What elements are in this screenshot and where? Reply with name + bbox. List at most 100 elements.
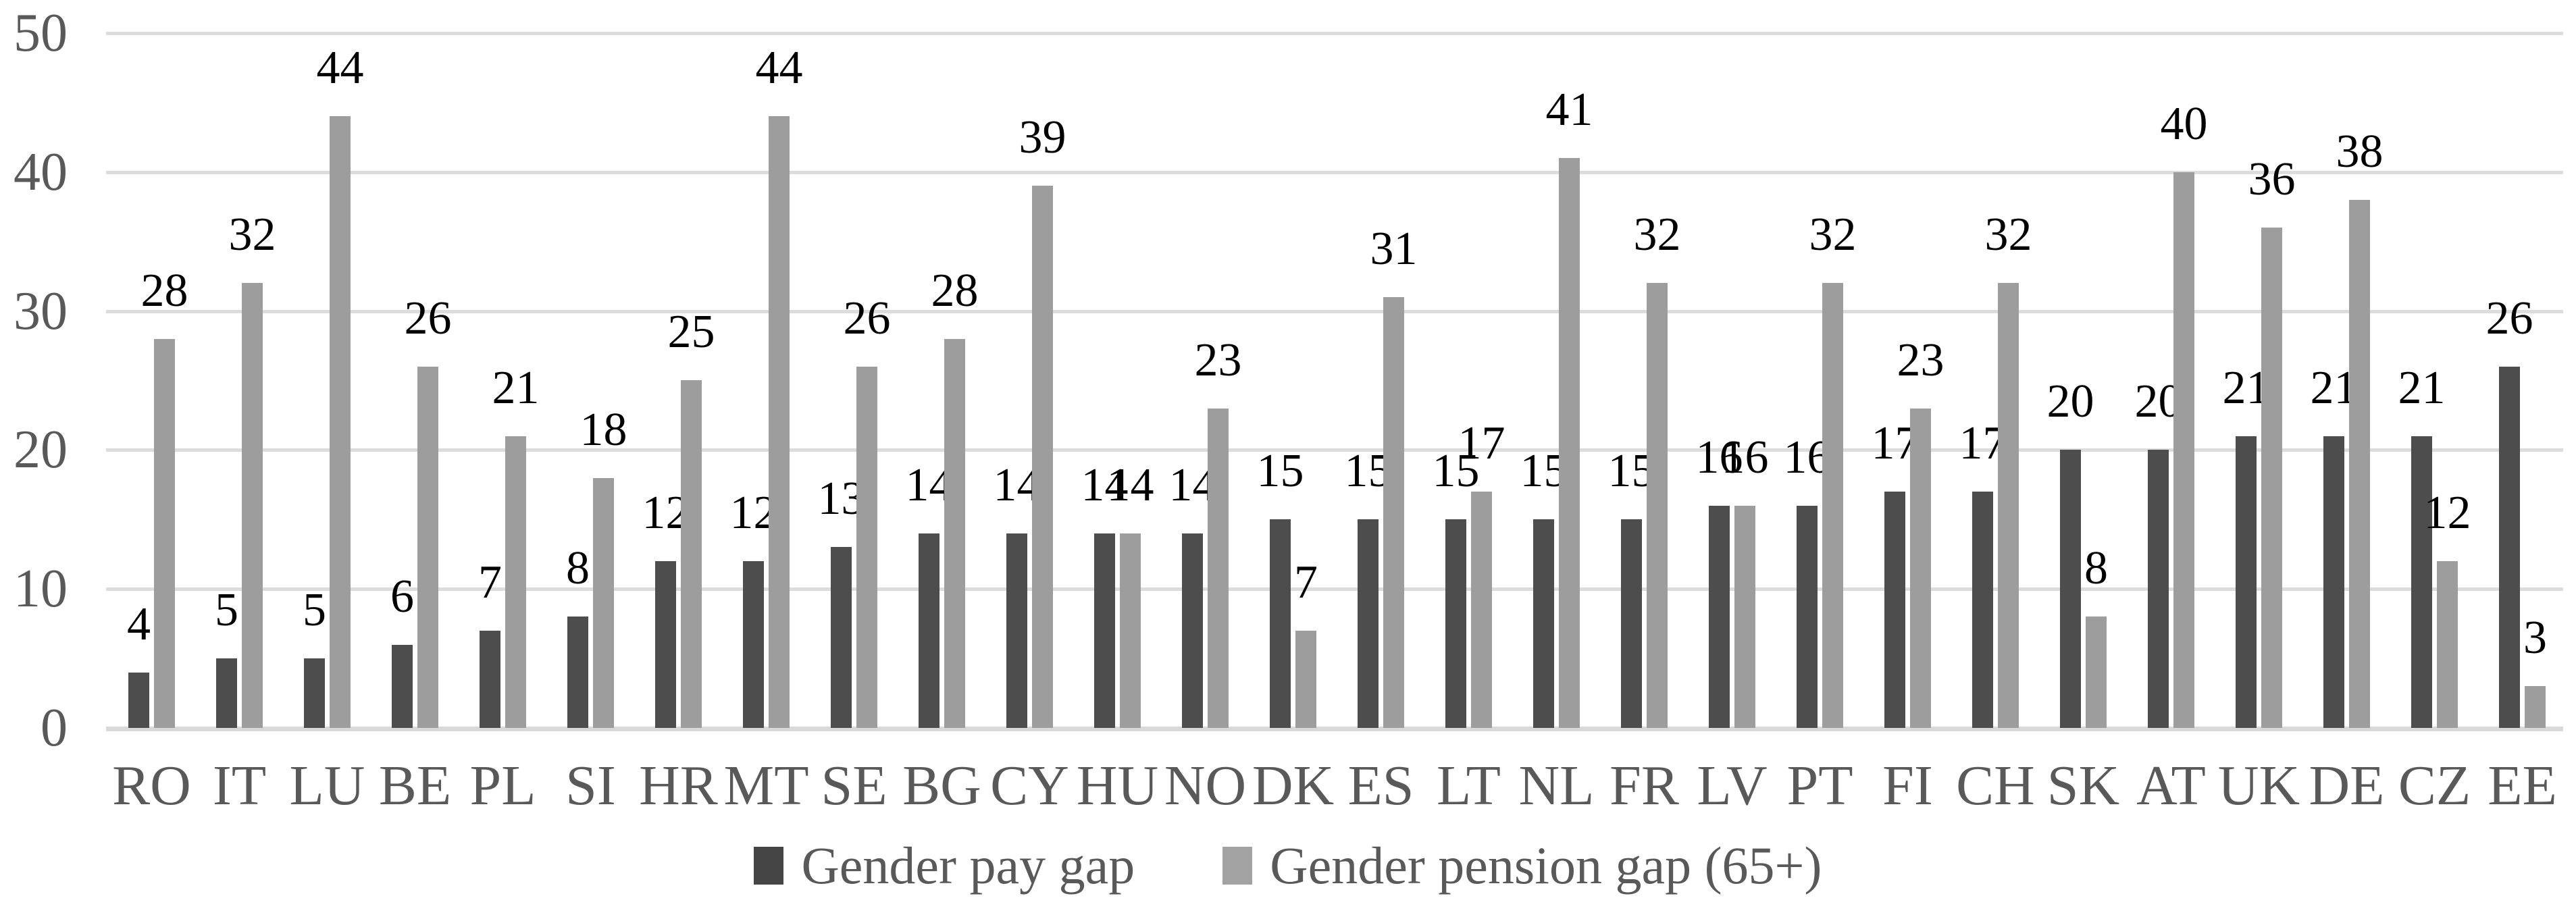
x-axis-label-CH: CH	[1956, 754, 2035, 817]
bar-pay-MT	[743, 561, 764, 728]
gridline-0	[106, 727, 2563, 731]
bar-pay-BG	[919, 533, 939, 728]
x-axis-label-SI: SI	[565, 754, 616, 817]
y-axis-tick-50: 50	[14, 3, 68, 63]
bar-pay-PT	[1797, 506, 1818, 728]
data-label-pension-SK: 8	[2084, 542, 2108, 594]
bar-pension-MT	[769, 116, 790, 728]
y-axis-tick-20: 20	[14, 420, 68, 479]
data-label-pension-AT: 40	[2160, 98, 2208, 150]
x-axis-label-PT: PT	[1786, 754, 1853, 817]
data-label-pension-HU: 14	[1106, 459, 1154, 511]
bar-pension-LT	[1471, 492, 1492, 728]
y-axis-tick-0: 0	[41, 698, 68, 758]
data-label-pension-DE: 38	[2336, 126, 2384, 178]
bar-pension-FI	[1910, 409, 1931, 728]
bar-pension-PT	[1822, 283, 1843, 728]
bar-pay-RO	[128, 673, 149, 728]
bar-pay-LV	[1709, 506, 1730, 728]
x-axis-label-NL: NL	[1518, 754, 1595, 817]
y-axis-tick-30: 30	[14, 282, 68, 341]
data-label-pension-RO: 28	[140, 265, 188, 317]
x-axis-label-UK: UK	[2217, 754, 2300, 817]
bar-pension-LU	[330, 116, 351, 728]
bar-pay-LU	[304, 658, 325, 728]
data-label-pension-PT: 32	[1809, 209, 1857, 261]
bar-pension-UK	[2261, 228, 2282, 728]
bar-pay-HU	[1094, 533, 1115, 728]
bar-pay-SK	[2060, 450, 2081, 728]
x-axis-label-AT: AT	[2136, 754, 2206, 817]
bar-pay-SE	[831, 547, 852, 728]
bar-pension-CZ	[2437, 561, 2458, 728]
data-label-pay-IT: 5	[215, 584, 238, 636]
legend-item-pension-gap: Gender pension gap (65+)	[1222, 837, 1822, 894]
bar-pay-DK	[1270, 519, 1291, 728]
bar-pay-NO	[1182, 533, 1203, 728]
bar-pension-NO	[1208, 409, 1229, 728]
bar-pension-BE	[417, 367, 438, 728]
gridline-30	[106, 310, 2563, 313]
data-label-pension-DK: 7	[1294, 556, 1318, 608]
x-axis-label-HU: HU	[1076, 754, 1159, 817]
data-label-pay-EE: 26	[2485, 292, 2533, 344]
bar-pay-BE	[392, 645, 413, 728]
y-axis-tick-40: 40	[14, 142, 68, 202]
bar-pension-SE	[856, 367, 877, 728]
bar-pay-NL	[1533, 519, 1554, 728]
bar-pension-ES	[1383, 297, 1404, 728]
x-axis-label-NO: NO	[1164, 754, 1247, 817]
x-axis-label-ES: ES	[1347, 754, 1414, 817]
bar-pay-FI	[1884, 492, 1905, 728]
bar-pay-SI	[567, 617, 588, 728]
bar-pay-DE	[2323, 436, 2344, 728]
x-axis-label-IT: IT	[212, 754, 267, 817]
bar-pension-DE	[2349, 200, 2370, 728]
data-label-pension-LU: 44	[316, 42, 364, 94]
bar-pay-UK	[2236, 436, 2257, 728]
x-axis-label-DK: DK	[1252, 754, 1335, 817]
bar-pension-CH	[1998, 283, 2019, 728]
bar-pay-HR	[655, 561, 676, 728]
data-label-pay-SK: 20	[2046, 375, 2094, 427]
data-label-pay-CZ: 21	[2398, 362, 2446, 414]
x-axis-label-LU: LU	[289, 754, 365, 817]
data-label-pay-LU: 5	[303, 584, 326, 636]
data-label-pay-LV: 16	[1695, 431, 1743, 483]
x-axis-label-RO: RO	[112, 754, 191, 817]
data-label-pension-EE: 3	[2523, 612, 2547, 664]
x-axis-label-HR: HR	[639, 754, 718, 817]
bar-pension-AT	[2173, 172, 2194, 728]
data-label-pay-BE: 6	[390, 571, 414, 623]
legend-swatch-pension-gap	[1222, 847, 1253, 885]
x-axis-label-LT: LT	[1437, 754, 1501, 817]
data-label-pension-BG: 28	[931, 265, 979, 317]
bar-pension-BG	[944, 339, 965, 728]
bar-pension-LV	[1734, 506, 1755, 728]
data-label-pension-HR: 25	[667, 306, 715, 358]
bar-pension-RO	[154, 339, 175, 728]
x-axis-label-BE: BE	[378, 754, 452, 817]
data-label-pension-CY: 39	[1019, 111, 1066, 163]
bar-pay-AT	[2148, 450, 2169, 728]
data-label-pension-BE: 26	[404, 292, 452, 344]
data-label-pension-LT: 17	[1458, 417, 1505, 469]
data-label-pension-NO: 23	[1194, 334, 1242, 386]
data-label-pension-NL: 41	[1545, 84, 1593, 136]
data-label-pension-FI: 23	[1897, 334, 1944, 386]
data-label-pay-DK: 15	[1256, 445, 1304, 497]
x-axis-label-CY: CY	[990, 754, 1069, 817]
x-axis-label-MT: MT	[723, 754, 809, 817]
data-label-pension-UK: 36	[2248, 153, 2296, 205]
bar-pension-SK	[2086, 617, 2107, 728]
x-axis-label-CZ: CZ	[2398, 754, 2471, 817]
x-axis-label-DE: DE	[2309, 754, 2385, 817]
data-label-pension-CH: 32	[1984, 209, 2032, 261]
bar-pension-HU	[1120, 533, 1141, 728]
gridline-40	[106, 171, 2563, 174]
x-axis-label-BG: BG	[902, 754, 981, 817]
data-label-pay-SI: 8	[566, 542, 590, 594]
data-label-pension-ES: 31	[1370, 223, 1418, 275]
data-label-pay-LT: 15	[1432, 445, 1480, 497]
